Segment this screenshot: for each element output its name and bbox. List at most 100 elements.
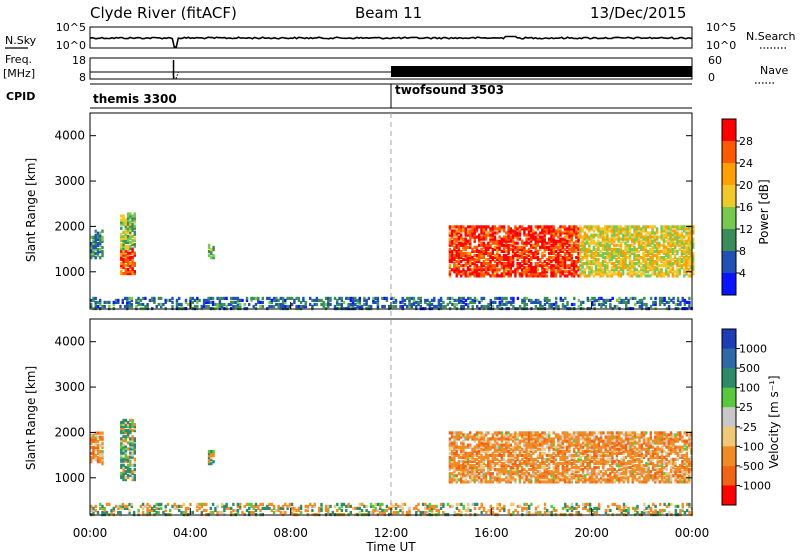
- velocity-cell: [543, 470, 546, 474]
- velocity-cell: [487, 437, 490, 441]
- power-cell: [527, 225, 531, 229]
- velocity-cell: [520, 466, 524, 470]
- power-cell: [626, 225, 629, 229]
- velocity-cell: [602, 443, 605, 447]
- velocity-cell: [498, 464, 501, 468]
- velocity-cell: [484, 445, 488, 449]
- power-cell: [626, 266, 629, 270]
- power-cell: [655, 260, 659, 264]
- velocity-cell: [122, 459, 125, 463]
- power-cell: [327, 304, 330, 309]
- power-cell: [131, 238, 134, 243]
- power-cell: [602, 302, 605, 307]
- power-cell: [577, 237, 580, 241]
- power-cell: [250, 296, 253, 300]
- power-cell: [288, 304, 292, 309]
- power-cell: [585, 237, 589, 241]
- power-cell: [202, 300, 206, 304]
- power-cell: [505, 241, 508, 245]
- power-cell: [646, 274, 650, 278]
- power-cell: [539, 274, 542, 278]
- power-cell: [541, 268, 544, 272]
- power-cell: [133, 263, 136, 268]
- velocity-cell: [207, 451, 211, 456]
- power-cell: [202, 304, 206, 309]
- power-cell: [466, 274, 470, 278]
- freq-tick-bottom: 8: [79, 71, 86, 84]
- power-cell: [543, 268, 546, 272]
- power-cell: [462, 272, 465, 276]
- power-cell: [530, 255, 533, 260]
- power-cell: [469, 235, 472, 239]
- power-cell: [606, 249, 609, 253]
- velocity-cell: [597, 470, 601, 474]
- velocity-cell: [581, 480, 585, 484]
- velocity-cell: [536, 447, 540, 451]
- velocity-cell: [120, 449, 123, 453]
- power-cell: [595, 298, 599, 302]
- power-cell: [464, 241, 467, 245]
- power-cell: [583, 247, 586, 251]
- power-cell: [518, 251, 522, 255]
- power-cell: [683, 251, 686, 255]
- power-cell: [120, 243, 123, 247]
- power-cell: [622, 260, 625, 264]
- power-cell: [212, 248, 215, 252]
- velocity-cell: [676, 476, 680, 480]
- power-cell: [550, 237, 553, 241]
- power-cell: [92, 250, 95, 254]
- power-cell: [518, 274, 522, 278]
- velocity-cell: [480, 480, 483, 484]
- velocity-cell: [663, 476, 666, 480]
- y-tick-label: 4000: [54, 129, 85, 143]
- power-cell: [129, 263, 132, 268]
- velocity-cell: [624, 445, 628, 449]
- power-cell: [633, 239, 636, 243]
- velocity-cell: [462, 461, 465, 466]
- velocity-cell: [539, 447, 542, 451]
- power-cell: [122, 220, 125, 224]
- power-cell: [539, 260, 542, 264]
- power-cell: [611, 296, 614, 300]
- power-cell: [545, 262, 549, 266]
- velocity-cell: [557, 443, 560, 447]
- power-cell: [133, 245, 136, 249]
- power-cell: [673, 229, 677, 233]
- power-cell: [514, 245, 517, 249]
- power-cell: [597, 251, 600, 255]
- power-cell: [327, 296, 330, 300]
- velocity-cell: [462, 453, 465, 457]
- power-cell: [579, 258, 582, 262]
- velocity-cell: [532, 468, 535, 472]
- power-cell: [637, 225, 641, 229]
- power-cell: [543, 274, 546, 278]
- power-cell: [281, 302, 285, 307]
- power-cell: [453, 262, 456, 266]
- velocity-cell: [548, 433, 551, 437]
- velocity-cell: [575, 451, 578, 455]
- velocity-cell: [568, 461, 571, 466]
- power-cell: [548, 239, 551, 243]
- velocity-cell: [536, 474, 540, 478]
- velocity-cell: [593, 457, 596, 461]
- power-cell: [505, 266, 508, 270]
- velocity-cell: [575, 478, 578, 482]
- power-cell: [302, 304, 305, 309]
- power-cell: [534, 245, 537, 249]
- velocity-cell: [615, 470, 619, 474]
- power-cell: [604, 247, 607, 251]
- velocity-cell: [667, 439, 671, 443]
- power-cell: [593, 302, 596, 307]
- velocity-cell: [541, 457, 544, 461]
- power-cell: [606, 253, 609, 258]
- velocity-cell: [131, 453, 134, 457]
- nsearch-tick-top-right: 10^5: [706, 21, 736, 34]
- power-cell: [608, 270, 611, 274]
- velocity-cell: [509, 437, 512, 441]
- power-cell: [597, 241, 600, 245]
- velocity-cell: [559, 443, 562, 447]
- velocity-cell: [552, 468, 555, 472]
- power-cell: [667, 300, 671, 304]
- velocity-cell: [586, 449, 589, 453]
- velocity-cell: [496, 449, 499, 453]
